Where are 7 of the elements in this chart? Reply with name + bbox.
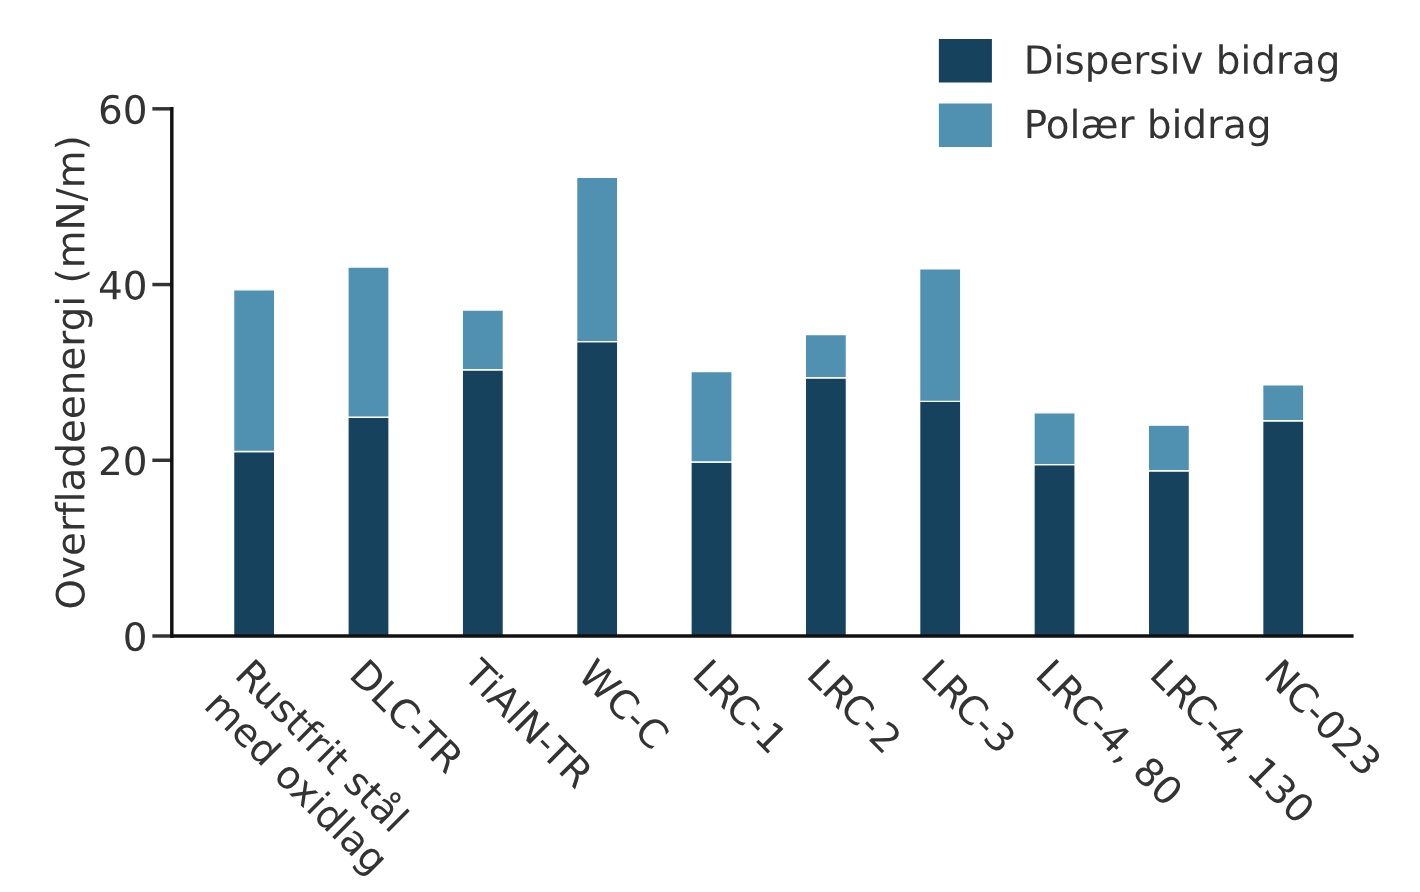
y-axis-title: Overfladeenergi (mN/m) [54, 138, 93, 608]
y-tick-label: 20 [100, 446, 145, 476]
y-tick-label: 0 [125, 621, 145, 652]
y-tick-label: 40 [99, 270, 145, 300]
y-tick-label: 60 [100, 94, 145, 125]
legend-label: Polær bidrag [1027, 108, 1269, 147]
legend-label: Dispersiv bidrag [1027, 44, 1337, 82]
